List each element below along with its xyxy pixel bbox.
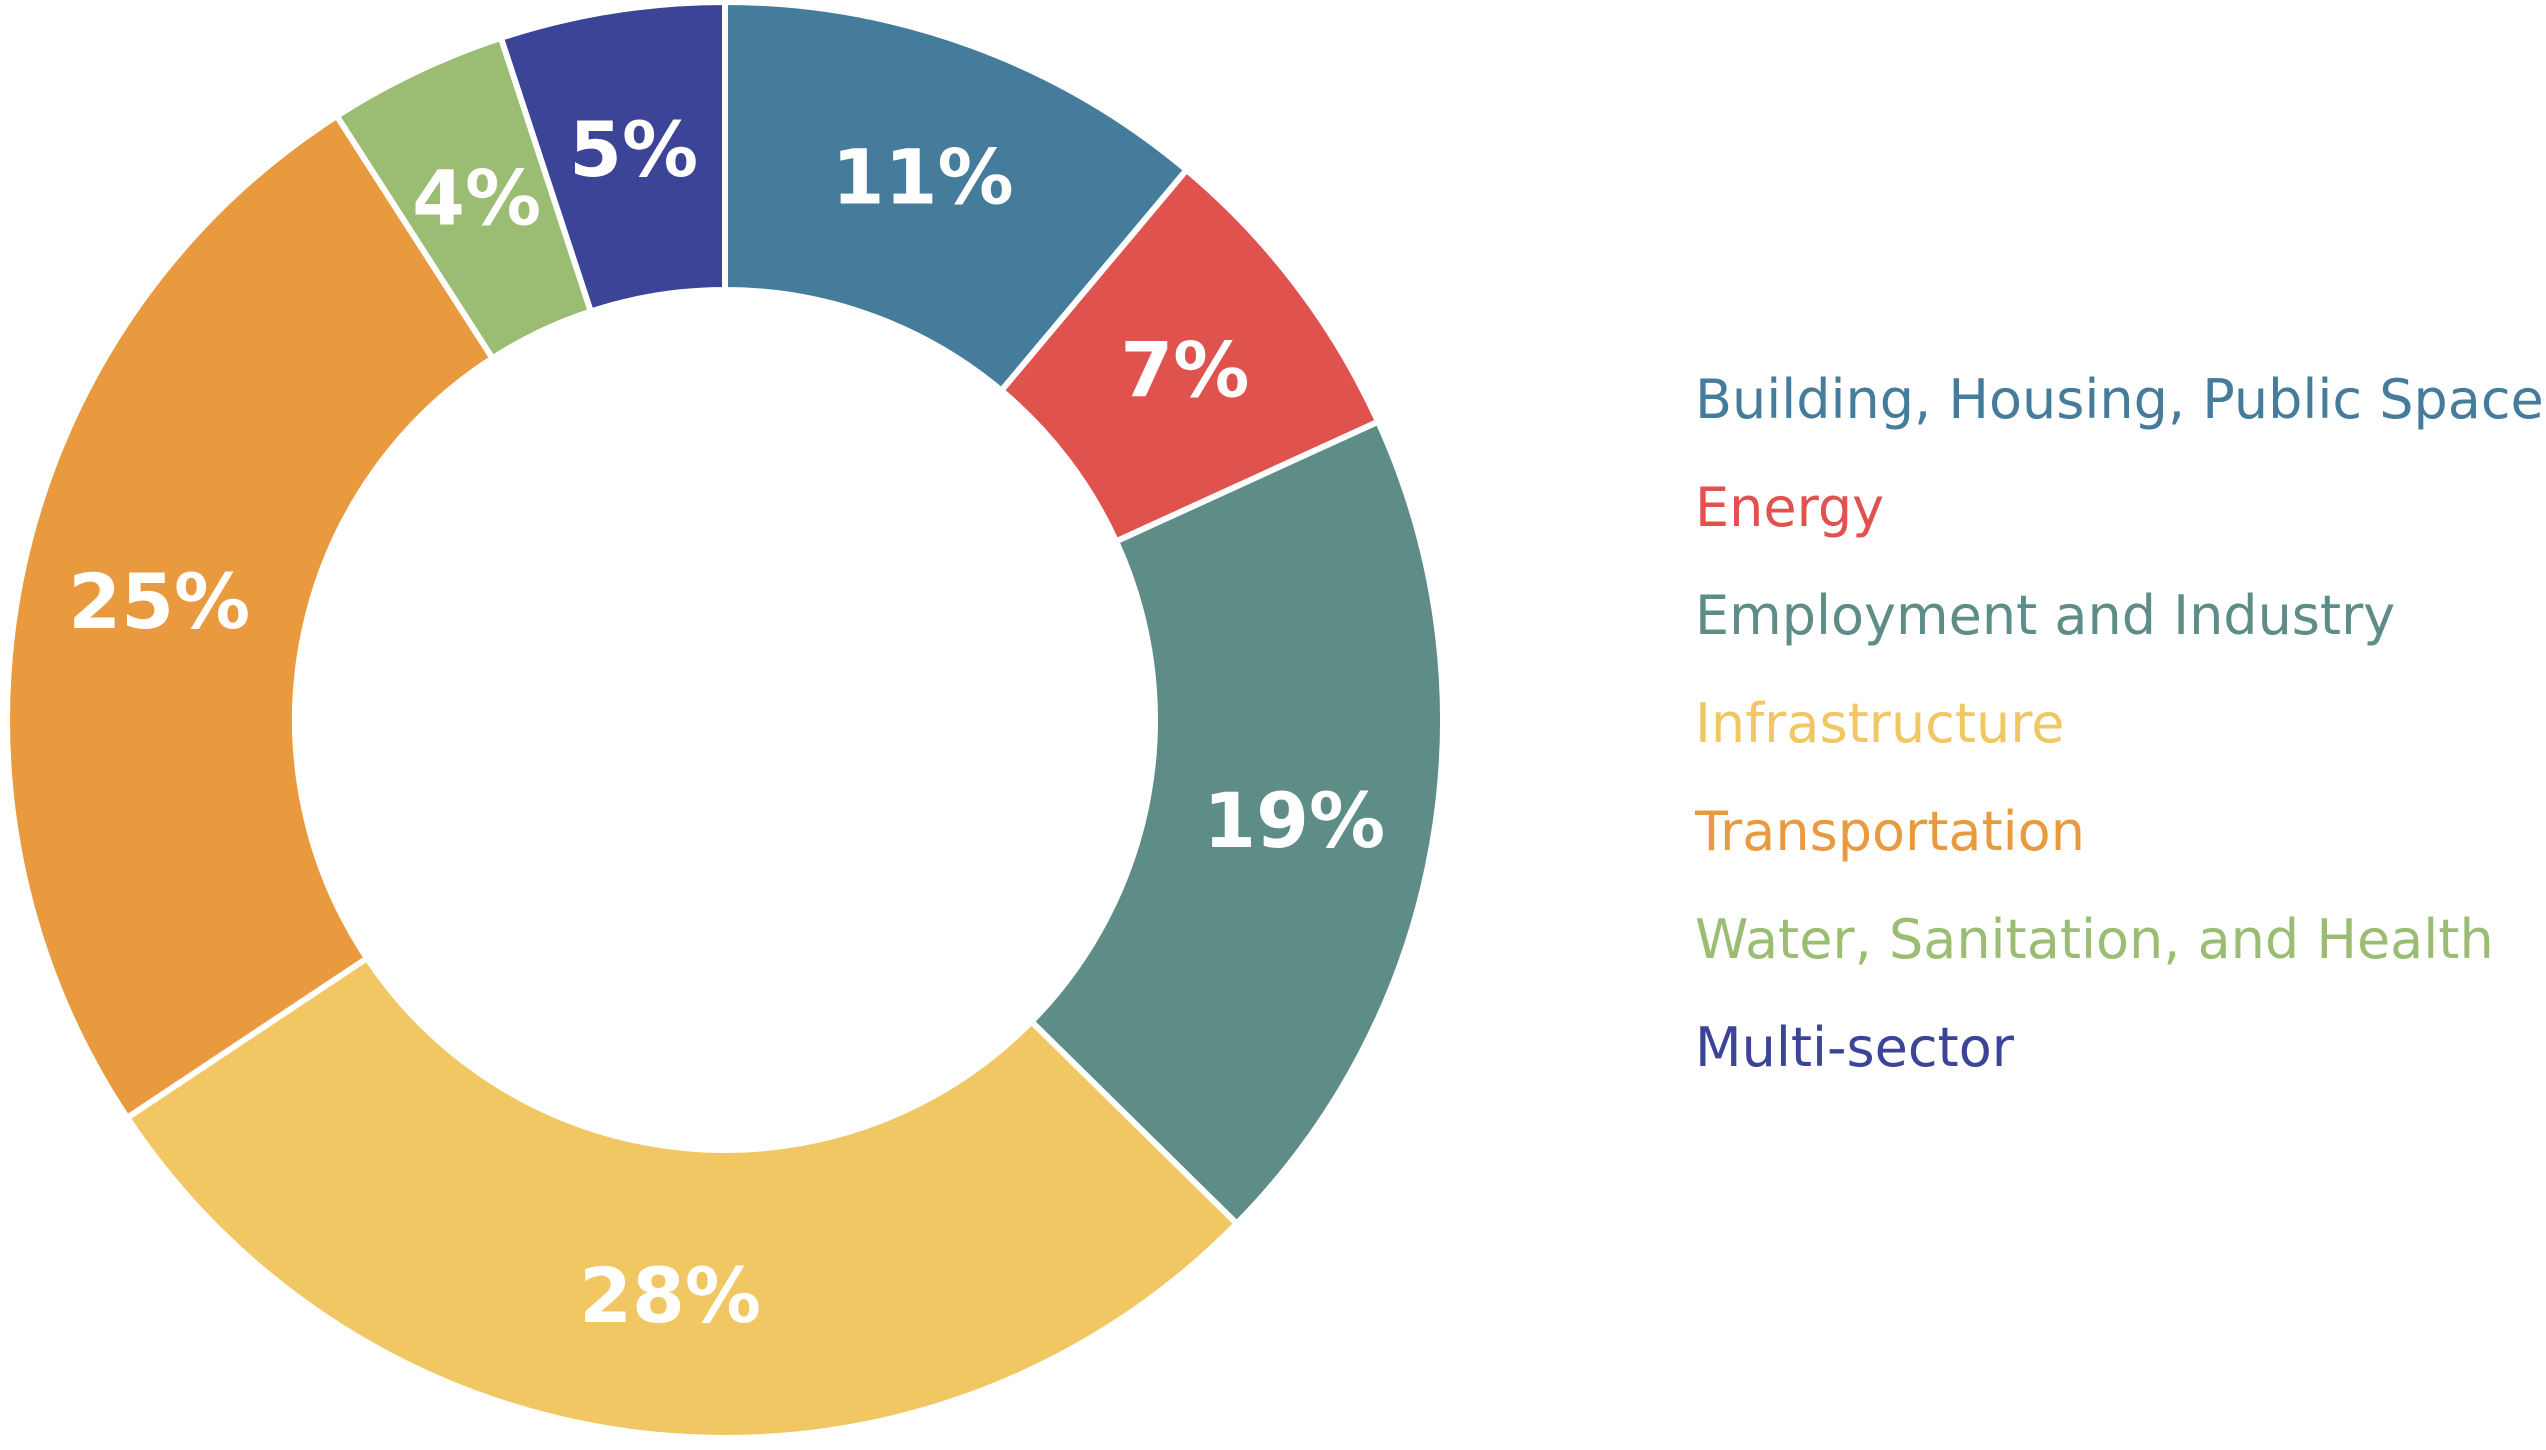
legend-item-transportation: Transportation bbox=[1695, 800, 2085, 863]
legend-item-multi-sector: Multi-sector bbox=[1695, 1016, 2014, 1079]
legend-item-energy: Energy bbox=[1695, 476, 1885, 539]
legend: Building, Housing, Public Spaces Energy Em… bbox=[1695, 368, 2546, 1124]
slice-label-employment-and-industry: 19% bbox=[1203, 776, 1385, 865]
slice-labels-group: 11% 7% 19% 28% 25% 4% 5% bbox=[68, 105, 1385, 1340]
legend-item-employment-and-industry: Employment and Industry bbox=[1695, 584, 2396, 647]
slice-employment-and-industry bbox=[1028, 418, 1446, 1227]
slice-label-infrastructure: 28% bbox=[579, 1251, 761, 1340]
slice-building-housing-public-spaces bbox=[722, 0, 1190, 394]
legend-item-building-housing-public-spaces: Building, Housing, Public Spaces bbox=[1695, 368, 2546, 431]
slice-infrastructure bbox=[124, 955, 1240, 1441]
legend-item-water-sanitation-and-health: Water, Sanitation, and Health bbox=[1695, 908, 2494, 971]
slice-multi-sector bbox=[497, 0, 728, 315]
legend-item-infrastructure: Infrastructure bbox=[1695, 692, 2065, 755]
slice-label-water-sanitation-and-health: 4% bbox=[412, 154, 541, 243]
slice-label-multi-sector: 5% bbox=[569, 105, 698, 194]
donut-svg: 11% 7% 19% 28% 25% 4% 5% bbox=[4, 0, 1446, 1441]
slice-transportation bbox=[4, 112, 496, 1121]
slice-label-building-housing-public-spaces: 11% bbox=[832, 132, 1014, 221]
slice-label-energy: 7% bbox=[1120, 325, 1249, 414]
slices-group bbox=[4, 0, 1446, 1441]
slice-label-transportation: 25% bbox=[68, 557, 250, 646]
